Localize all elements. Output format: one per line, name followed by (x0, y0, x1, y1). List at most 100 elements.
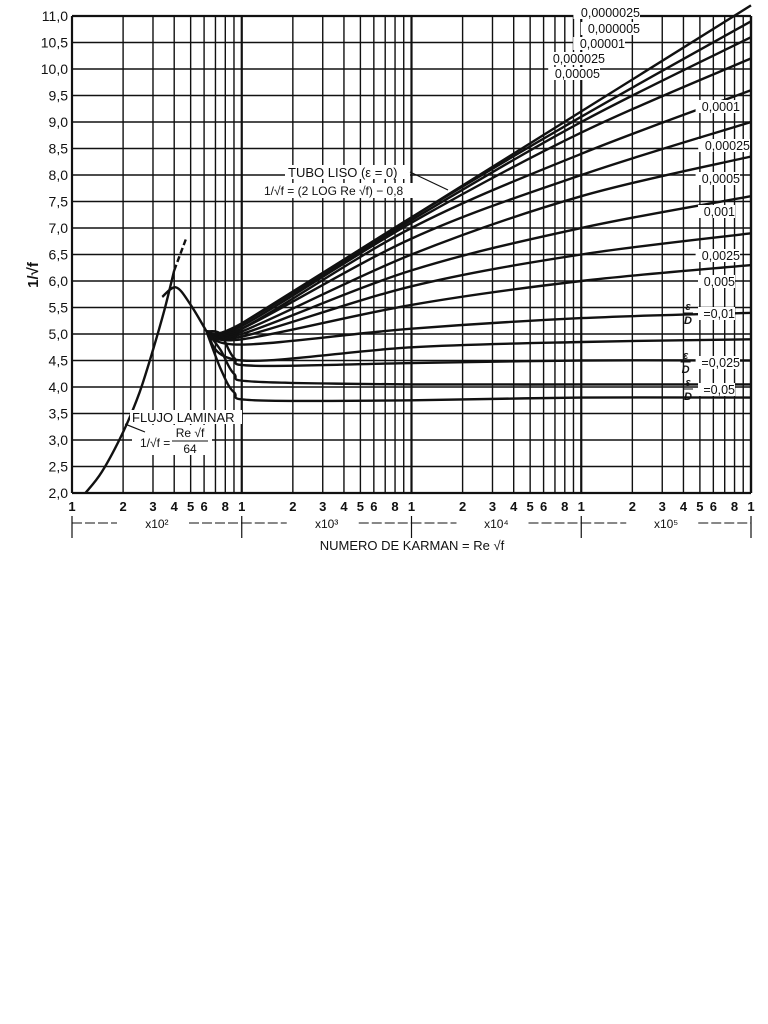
x-tick: 2 (459, 499, 466, 514)
y-tick: 3,5 (49, 406, 69, 422)
svg-text:ε: ε (685, 301, 691, 313)
curve-roughness (206, 195, 752, 340)
laminar-eq-den: 64 (183, 442, 197, 456)
svg-text:ε: ε (683, 350, 689, 362)
y-axis-label: 1/√f (25, 261, 42, 288)
roughness-label: 0,0001 (702, 100, 740, 114)
y-tick: 4,5 (49, 353, 69, 369)
x-tick: 3 (149, 499, 156, 514)
laminar-eq-num: Re √f (176, 426, 205, 440)
x-tick: 8 (391, 499, 398, 514)
roughness-label: 0,00025 (705, 139, 750, 153)
x-tick: 8 (731, 499, 738, 514)
curve-roughness (206, 36, 752, 336)
y-tick: 6,0 (49, 273, 69, 289)
curve-roughness (206, 57, 752, 337)
y-tick: 8,0 (49, 167, 69, 183)
x-tick: 4 (680, 499, 688, 514)
decade-label: x10³ (315, 517, 338, 531)
roughness-label: 0,0000025 (581, 6, 640, 20)
x-tick: 5 (187, 499, 194, 514)
y-tick: 10,0 (41, 61, 68, 77)
curve-roughness (205, 330, 752, 363)
x-tick: 3 (489, 499, 496, 514)
y-tick: 3,0 (49, 432, 69, 448)
roughness-label: 0,00005 (555, 67, 600, 81)
x-tick: 5 (696, 499, 703, 514)
roughness-label: 0,001 (704, 205, 735, 219)
y-tick: 6,5 (49, 247, 69, 263)
x-axis-label: NUMERO DE KARMAN = Re √f (320, 538, 505, 553)
x-tick: 5 (527, 499, 534, 514)
y-tick: 4,0 (49, 379, 69, 395)
x-tick: 6 (200, 499, 207, 514)
svg-text:ε: ε (685, 377, 691, 389)
x-tick: 1 (68, 499, 75, 514)
x-tick: 4 (510, 499, 518, 514)
y-tick: 9,0 (49, 114, 69, 130)
laminar-title: FLUJO LAMINAR (132, 410, 235, 425)
y-tick: 5,5 (49, 300, 69, 316)
curve-laminar-ext (173, 238, 188, 271)
decade-label: x10⁵ (654, 517, 678, 531)
x-tick: 1 (747, 499, 754, 514)
roughness-label: =0,025 (701, 356, 740, 370)
y-tick: 2,0 (49, 485, 69, 501)
curve-roughness (206, 232, 752, 341)
smooth-pipe-title: TUBO LISO (ε = 0) (288, 165, 397, 180)
decade-label: x10⁴ (484, 517, 509, 531)
curves (84, 4, 752, 494)
x-tick: 3 (319, 499, 326, 514)
smooth-pipe-equation: 1/√f = (2 LOG Re √f) − 0,8 (264, 184, 404, 198)
x-tick: 2 (629, 499, 636, 514)
decade-markers: x10² x10³ x10⁴ x10⁵ (71, 515, 752, 538)
y-tick: 7,0 (49, 220, 69, 236)
curve-roughness (206, 120, 752, 338)
curve-laminar (84, 270, 176, 494)
x-tick: 2 (289, 499, 296, 514)
y-tick: 2,5 (49, 459, 69, 475)
x-tick: 1 (408, 499, 415, 514)
y-tick: 11,0 (42, 8, 68, 24)
y-tick: 8,5 (49, 141, 69, 157)
roughness-label: 0,005 (704, 275, 735, 289)
x-tick: 3 (659, 499, 666, 514)
y-tick: 7,5 (49, 194, 69, 210)
roughness-label: 0,0005 (702, 172, 740, 186)
svg-text:D: D (682, 364, 690, 376)
curve-roughness (205, 330, 752, 403)
roughness-label: 0,0025 (702, 249, 740, 263)
x-tick: 6 (710, 499, 717, 514)
curve-roughness (206, 155, 752, 339)
x-tick: 4 (171, 499, 179, 514)
x-tick: 5 (357, 499, 364, 514)
svg-text:D: D (684, 391, 692, 403)
y-tick: 9,5 (49, 88, 69, 104)
svg-text:D: D (684, 315, 692, 327)
x-tick: 4 (340, 499, 348, 514)
y-tick: 5,0 (49, 326, 69, 342)
x-tick: 1 (238, 499, 245, 514)
curve-roughness (205, 330, 751, 386)
x-tick: 8 (222, 499, 229, 514)
roughness-label: 0,000025 (553, 52, 605, 66)
curve-transition (161, 286, 208, 333)
roughness-label: 0,000005 (588, 22, 640, 36)
decade-label: x10² (145, 517, 168, 531)
curve-roughness (206, 330, 752, 368)
roughness-label: =0,01 (703, 307, 735, 321)
y-tick: 10,5 (41, 35, 68, 51)
x-tick: 6 (370, 499, 377, 514)
laminar-eq-lhs: 1/√f = (140, 436, 170, 450)
x-tick: 6 (540, 499, 547, 514)
x-tick: 2 (119, 499, 126, 514)
roughness-label: 0,00001 (580, 37, 625, 51)
x-tick: 1 (578, 499, 585, 514)
x-tick: 8 (561, 499, 568, 514)
roughness-label: =0,05 (703, 383, 735, 397)
y-tick-labels: 2,0 2,5 3,0 3,5 4,0 4,5 5,0 5,5 6,0 6,5 7,0 7,5 8,0 8… (41, 8, 68, 501)
curve-roughness (205, 263, 752, 342)
